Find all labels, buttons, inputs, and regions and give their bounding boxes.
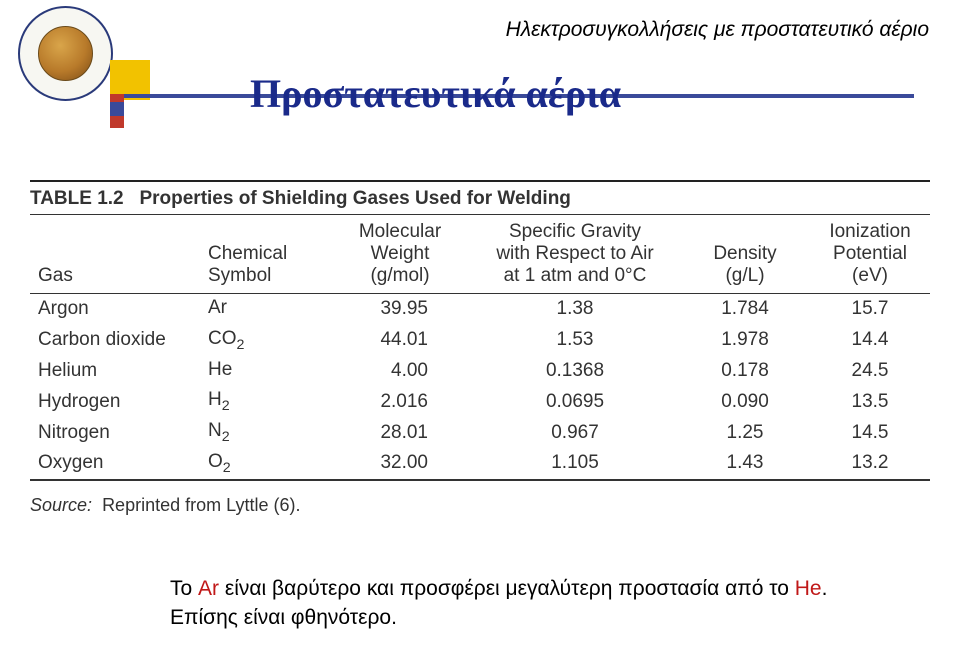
col-molecular-weight: MolecularWeight(g/mol) (330, 215, 470, 294)
footer-commentary: Το Ar είναι βαρύτερο και προσφέρει μεγαλ… (170, 575, 827, 632)
table-row: Oxygen O2 32.00 1.105 1.43 13.2 (30, 448, 930, 480)
he-highlight: He (795, 577, 822, 600)
cell-den: 0.178 (680, 356, 810, 387)
table-row: Helium He 4.00 0.1368 0.178 24.5 (30, 356, 930, 387)
institution-logo (18, 6, 113, 101)
cell-mw: 2.016 (330, 386, 470, 417)
ar-highlight: Ar (198, 577, 219, 600)
table-source: Source: Reprinted from Lyttle (6). (30, 495, 930, 516)
cell-mw: 44.01 (330, 325, 470, 356)
cell-ion: 13.5 (810, 386, 930, 417)
gas-properties-table: Gas ChemicalSymbol MolecularWeight(g/mol… (30, 214, 930, 481)
col-ionization: IonizationPotential(eV) (810, 215, 930, 294)
cell-symbol: O2 (200, 448, 330, 480)
chapter-header: Ηλεκτροσυγκολλήσεις με προστατευτικό αέρ… (506, 18, 929, 42)
table-body: Argon Ar 39.95 1.38 1.784 15.7 Carbon di… (30, 294, 930, 480)
col-specific-gravity: Specific Gravitywith Respect to Airat 1 … (470, 215, 680, 294)
slide-title: Προστατευτικά αέρια (250, 70, 621, 117)
table-row: Argon Ar 39.95 1.38 1.784 15.7 (30, 294, 930, 325)
cell-ion: 15.7 (810, 294, 930, 325)
table-row: Nitrogen N2 28.01 0.967 1.25 14.5 (30, 417, 930, 448)
cell-mw: 4.00 (330, 356, 470, 387)
cell-symbol: H2 (200, 386, 330, 417)
cell-symbol: N2 (200, 417, 330, 448)
gas-properties-table-wrap: TABLE 1.2 Properties of Shielding Gases … (30, 180, 930, 516)
cell-den: 1.43 (680, 448, 810, 480)
cell-mw: 39.95 (330, 294, 470, 325)
table-row: Hydrogen H2 2.016 0.0695 0.090 13.5 (30, 386, 930, 417)
cell-gas: Helium (30, 356, 200, 387)
table-caption-text: Properties of Shielding Gases Used for W… (139, 188, 570, 209)
cell-gas: Hydrogen (30, 386, 200, 417)
cell-symbol: He (200, 356, 330, 387)
col-gas: Gas (30, 215, 200, 294)
cell-ion: 24.5 (810, 356, 930, 387)
cell-sg: 1.38 (470, 294, 680, 325)
cell-sg: 1.105 (470, 448, 680, 480)
cell-sg: 0.0695 (470, 386, 680, 417)
cell-den: 1.784 (680, 294, 810, 325)
cell-gas: Argon (30, 294, 200, 325)
slide-accent (110, 60, 230, 130)
cell-den: 0.090 (680, 386, 810, 417)
cell-symbol: Ar (200, 294, 330, 325)
col-symbol: ChemicalSymbol (200, 215, 330, 294)
table-row: Carbon dioxide CO2 44.01 1.53 1.978 14.4 (30, 325, 930, 356)
cell-sg: 0.1368 (470, 356, 680, 387)
cell-ion: 13.2 (810, 448, 930, 480)
cell-mw: 32.00 (330, 448, 470, 480)
cell-den: 1.978 (680, 325, 810, 356)
cell-ion: 14.5 (810, 417, 930, 448)
cell-gas: Carbon dioxide (30, 325, 200, 356)
cell-sg: 0.967 (470, 417, 680, 448)
cell-ion: 14.4 (810, 325, 930, 356)
cell-gas: Nitrogen (30, 417, 200, 448)
table-caption: TABLE 1.2 Properties of Shielding Gases … (30, 188, 930, 210)
cell-mw: 28.01 (330, 417, 470, 448)
col-density: Density(g/L) (680, 215, 810, 294)
table-header-row: Gas ChemicalSymbol MolecularWeight(g/mol… (30, 215, 930, 294)
cell-symbol: CO2 (200, 325, 330, 356)
table-label: TABLE 1.2 (30, 188, 124, 209)
cell-sg: 1.53 (470, 325, 680, 356)
cell-gas: Oxygen (30, 448, 200, 480)
cell-den: 1.25 (680, 417, 810, 448)
